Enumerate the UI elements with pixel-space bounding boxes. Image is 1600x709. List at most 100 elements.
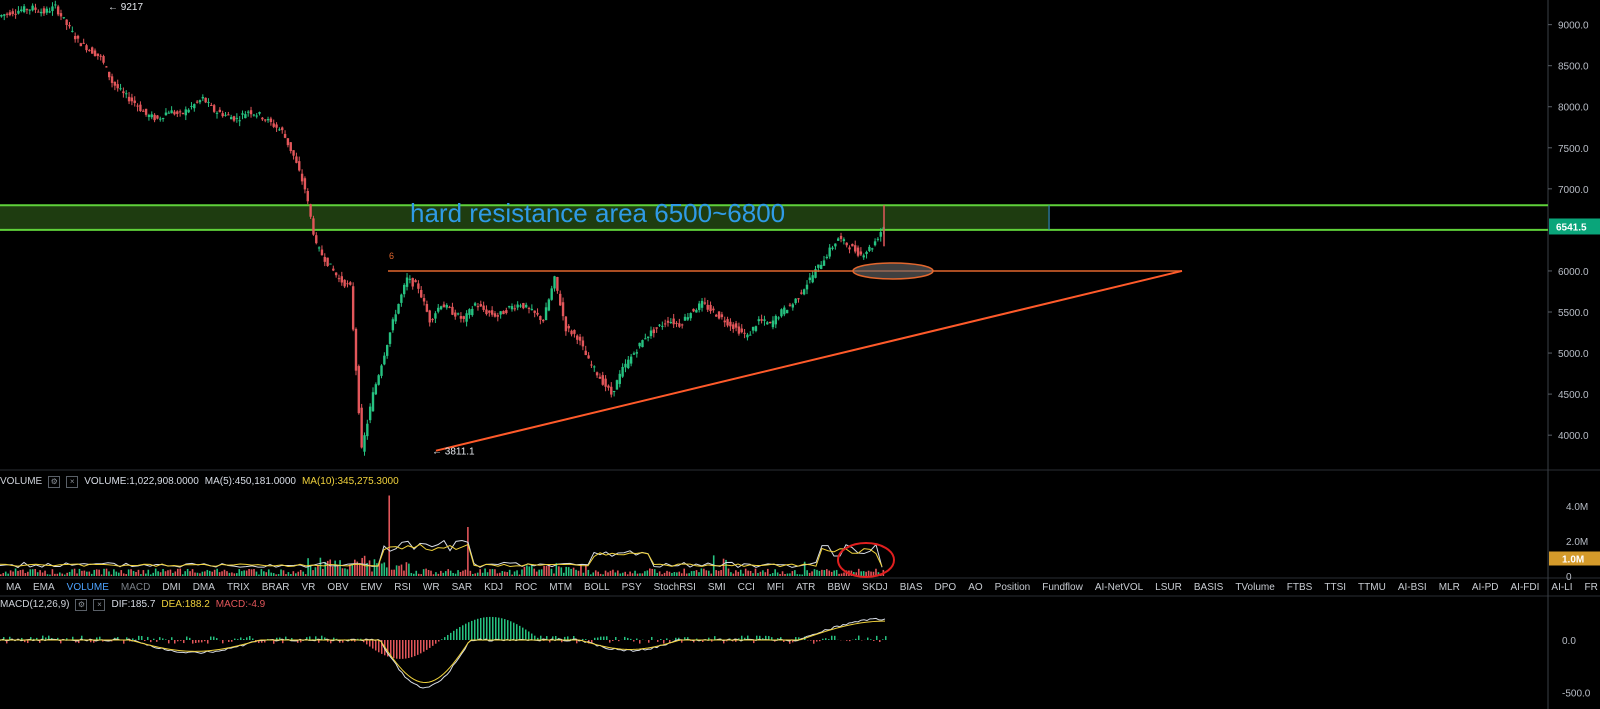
tab-bbw[interactable]: BBW bbox=[827, 581, 851, 593]
tab-fr[interactable]: FR bbox=[1584, 581, 1598, 593]
tab-ftbs[interactable]: FTBS bbox=[1286, 581, 1313, 593]
tab-vr[interactable]: VR bbox=[301, 581, 316, 593]
macd-histogram-bar bbox=[537, 637, 539, 640]
tab-volume[interactable]: VOLUME bbox=[66, 581, 109, 593]
candle-body bbox=[351, 286, 355, 330]
volume-bar bbox=[803, 561, 806, 576]
tab-brar[interactable]: BRAR bbox=[261, 581, 290, 593]
tab-ai-pd[interactable]: AI-PD bbox=[1471, 581, 1499, 593]
tab-emv[interactable]: EMV bbox=[360, 581, 383, 593]
volume-tick-label: 0 bbox=[1566, 572, 1572, 583]
volume-bar bbox=[216, 568, 218, 576]
candle-body bbox=[193, 104, 196, 109]
volume-bar bbox=[381, 563, 383, 576]
candle-body bbox=[669, 322, 673, 324]
macd-histogram-bar bbox=[102, 640, 104, 642]
macd-histogram-bar bbox=[243, 638, 245, 640]
tab-mtm[interactable]: MTM bbox=[549, 581, 573, 593]
volume-bar bbox=[440, 570, 442, 576]
macd-histogram-bar bbox=[3, 637, 5, 640]
candle-body bbox=[751, 326, 755, 331]
volume-bar bbox=[295, 573, 297, 576]
volume-close-icon[interactable]: × bbox=[66, 476, 79, 488]
candle-body bbox=[680, 324, 684, 326]
tab-skdj[interactable]: SKDJ bbox=[862, 581, 888, 593]
candle-body bbox=[334, 272, 338, 276]
tab-macd[interactable]: MACD bbox=[120, 581, 151, 593]
candle-body bbox=[471, 308, 474, 316]
macd-histogram-bar bbox=[873, 640, 875, 641]
macd-close-icon[interactable]: × bbox=[93, 599, 106, 611]
candle-body bbox=[227, 114, 230, 116]
volume-bar bbox=[90, 573, 93, 576]
tab-mfi[interactable]: MFI bbox=[766, 581, 785, 593]
volume-bar bbox=[565, 566, 568, 576]
price-tick-label: 5500.0 bbox=[1558, 308, 1589, 319]
tab-position[interactable]: Position bbox=[994, 581, 1031, 593]
macd-histogram-bar bbox=[552, 636, 554, 640]
tab-obv[interactable]: OBV bbox=[327, 581, 349, 593]
volume-bar bbox=[309, 564, 312, 576]
volume-ma5-line bbox=[0, 539, 883, 569]
volume-bar bbox=[587, 569, 590, 576]
volume-bar bbox=[449, 570, 452, 576]
tab-dpo[interactable]: DPO bbox=[934, 581, 957, 593]
volume-bar bbox=[83, 570, 86, 576]
low-label: ← 3811.1 bbox=[432, 447, 475, 458]
macd-histogram-bar bbox=[357, 638, 359, 640]
tab-trix[interactable]: TRIX bbox=[226, 581, 250, 593]
tab-ai-bsi[interactable]: AI-BSI bbox=[1397, 581, 1427, 593]
candle-body bbox=[678, 323, 681, 327]
candle-body bbox=[417, 283, 420, 289]
tab-ttmu[interactable]: TTMU bbox=[1358, 581, 1386, 593]
candle-body bbox=[459, 316, 463, 319]
tab-bias[interactable]: BIAS bbox=[899, 581, 923, 593]
tab-mlr[interactable]: MLR bbox=[1438, 581, 1460, 593]
tab-dmi[interactable]: DMI bbox=[162, 581, 181, 593]
tab-kdj[interactable]: KDJ bbox=[484, 581, 504, 593]
tab-ema[interactable]: EMA bbox=[33, 581, 55, 593]
tab-sar[interactable]: SAR bbox=[451, 581, 473, 593]
candle-body bbox=[715, 314, 718, 317]
volume-bar bbox=[737, 571, 740, 576]
macd-settings-icon[interactable]: ⚙ bbox=[75, 599, 88, 611]
macd-histogram-bar bbox=[387, 640, 389, 657]
tab-wr[interactable]: WR bbox=[422, 581, 440, 593]
tab-basis[interactable]: BASIS bbox=[1193, 581, 1224, 593]
tab-ai-netvol[interactable]: AI-NetVOL bbox=[1094, 581, 1144, 593]
tab-ai-fdi[interactable]: AI-FDI bbox=[1510, 581, 1540, 593]
candle-body bbox=[768, 321, 772, 323]
tab-ma[interactable]: MA bbox=[6, 581, 21, 593]
candle-body bbox=[845, 242, 848, 246]
candle-body bbox=[698, 303, 701, 310]
volume-ma10-line bbox=[0, 543, 883, 568]
tab-atr[interactable]: ATR bbox=[796, 581, 816, 593]
tab-boll[interactable]: BOLL bbox=[584, 581, 610, 593]
tab-stochrsi[interactable]: StochRSI bbox=[653, 581, 696, 593]
volume-bar bbox=[238, 569, 241, 576]
tab-ttsi[interactable]: TTSI bbox=[1324, 581, 1347, 593]
tab-lsur[interactable]: LSUR bbox=[1155, 581, 1182, 593]
tab-smi[interactable]: SMI bbox=[707, 581, 726, 593]
macd-histogram-bar bbox=[486, 617, 488, 640]
candle-body bbox=[244, 114, 247, 119]
tab-tvolume[interactable]: TVolume bbox=[1235, 581, 1275, 593]
macd-histogram-bar bbox=[216, 638, 218, 640]
candle-body bbox=[122, 91, 125, 94]
volume-bar bbox=[688, 573, 690, 576]
tab-roc[interactable]: ROC bbox=[515, 581, 538, 593]
macd-histogram-bar bbox=[849, 640, 851, 642]
volume-bar bbox=[103, 568, 105, 576]
macd-histogram-bar bbox=[651, 636, 653, 640]
tab-psy[interactable]: PSY bbox=[621, 581, 642, 593]
macd-histogram-bar bbox=[162, 638, 164, 640]
tab-rsi[interactable]: RSI bbox=[394, 581, 411, 593]
candle-body bbox=[641, 340, 644, 348]
volume-bar bbox=[629, 571, 631, 576]
tab-ai-li[interactable]: AI-LI bbox=[1551, 581, 1573, 593]
tab-dma[interactable]: DMA bbox=[192, 581, 215, 593]
tab-fundflow[interactable]: Fundflow bbox=[1042, 581, 1083, 593]
tab-cci[interactable]: CCI bbox=[737, 581, 755, 593]
tab-ao[interactable]: AO bbox=[968, 581, 983, 593]
volume-settings-icon[interactable]: ⚙ bbox=[48, 476, 61, 488]
